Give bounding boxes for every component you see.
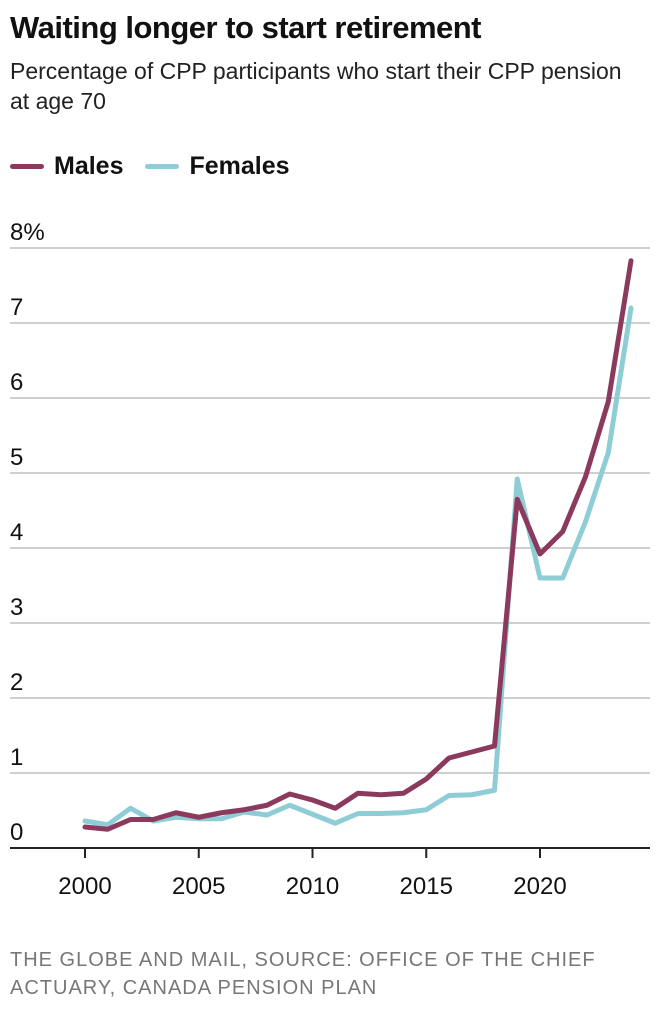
y-tick-label: 0: [10, 819, 23, 846]
chart-subtitle: Percentage of CPP participants who start…: [10, 58, 622, 114]
x-tick-label: 2020: [513, 873, 566, 900]
line-chart: 0 1 2 3 4 5 6 7 8% 2000 2005 2010 2015 2020: [10, 219, 650, 900]
y-tick-label: 2: [10, 669, 23, 696]
x-tick-label: 2000: [58, 873, 111, 900]
x-tick-label: 2005: [172, 873, 225, 900]
y-tick-label: 3: [10, 594, 23, 621]
x-tick-label: 2015: [400, 873, 453, 900]
series-line-males: [82, 258, 634, 832]
y-tick-label: 6: [10, 369, 23, 396]
y-tick-label: 5: [10, 444, 23, 471]
legend-label-females: Females: [189, 152, 290, 180]
x-tick-label: 2010: [286, 873, 339, 900]
legend: Males Females: [10, 152, 290, 181]
legend-label-males: Males: [54, 152, 124, 180]
series-line-females: [82, 305, 634, 828]
legend-item-females: Females: [145, 152, 290, 181]
legend-item-males: Males: [10, 152, 123, 181]
y-tick-label: 7: [10, 294, 23, 321]
legend-swatch-females: [145, 164, 180, 169]
legend-swatch-males: [10, 164, 44, 169]
y-tick-label: 8%: [10, 219, 45, 246]
y-tick-label: 1: [10, 744, 23, 771]
y-tick-label: 4: [10, 519, 23, 546]
source-note: THE GLOBE AND MAIL, SOURCE: OFFICE OF TH…: [10, 949, 596, 999]
chart-title: Waiting longer to start retirement: [10, 10, 482, 45]
